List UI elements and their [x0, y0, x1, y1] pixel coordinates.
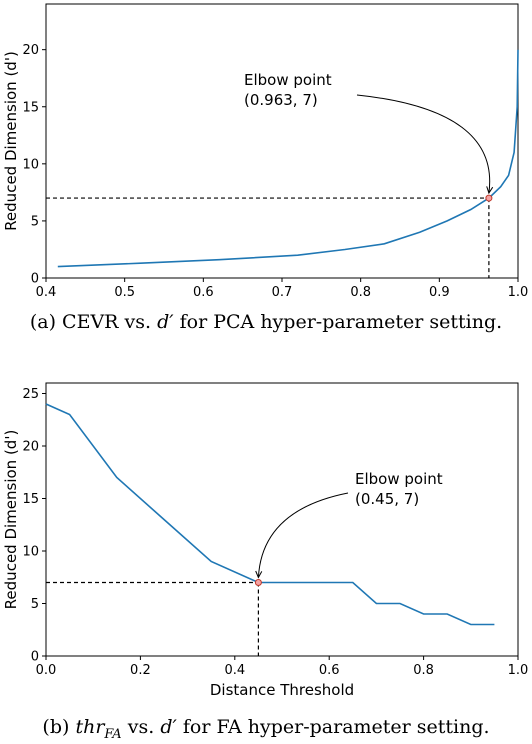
- chart-b-annotation-line2: (0.45, 7): [355, 490, 419, 508]
- chart-a-y-tick-label: 5: [31, 214, 39, 229]
- caption-a-symbol: d′: [157, 311, 174, 333]
- chart-a-y-tick-label: 10: [22, 157, 39, 172]
- caption-a-prefix: (a) CEVR vs.: [29, 311, 152, 333]
- chart-b-annotation-arrow: [257, 492, 349, 578]
- chart-b-x-tick-label: 1.0: [508, 663, 529, 678]
- caption-b-suffix: for FA hyper-parameter setting.: [182, 716, 490, 738]
- chart-a-y-tick-label: 15: [22, 100, 39, 115]
- chart-b-x-tick-label: 0.2: [130, 663, 151, 678]
- chart-b-annotation-arrowhead: [255, 570, 263, 579]
- chart-b-y-tick-label: 5: [31, 597, 39, 612]
- chart-a-plot-frame: [45, 3, 519, 279]
- chart-b-y-tick-label: 0: [31, 650, 39, 665]
- chart-a-elbow-marker: [485, 194, 493, 202]
- caption-b-mid: vs.: [127, 716, 155, 738]
- chart-a-x-tick-label: 0.8: [350, 285, 371, 300]
- chart-a-x-tick-label: 0.6: [193, 285, 214, 300]
- chart-a-x-tick-label: 0.9: [429, 285, 450, 300]
- chart-a-x-tick-label: 0.4: [36, 285, 57, 300]
- chart-b-plot-frame: [45, 382, 519, 657]
- chart-a-x-tick-label: 0.5: [114, 285, 135, 300]
- chart-b: 0.0 0.2 0.4 0.6 0.8 1.0 0 5 10 15 20 25 Distance Thr…: [2, 382, 529, 699]
- caption-b: (b) thrFA vs. d′ for FA hyper-parameter …: [0, 716, 532, 742]
- chart-a-x-tick-label: 0.7: [272, 285, 293, 300]
- chart-a-x-tick-label: 1.0: [508, 285, 529, 300]
- chart-b-y-tick-label: 10: [22, 545, 39, 560]
- chart-b-x-tick-label: 0.8: [413, 663, 434, 678]
- chart-a-y-axis-label: Reduced Dimension (d'): [2, 51, 20, 231]
- chart-b-elbow-marker: [254, 579, 262, 586]
- chart-b-x-axis-label: Distance Threshold: [210, 681, 354, 699]
- chart-a-series-line: [57, 49, 519, 268]
- caption-b-symbol: thrFA: [75, 716, 122, 742]
- chart-a: 0.4 0.5 0.6 0.7 0.8 0.9 1.0 0 5 10 15 20 Cumulative …: [2, 3, 529, 305]
- chart-a-annotation-line1: Elbow point: [244, 71, 332, 89]
- chart-b-y-tick-label: 20: [22, 440, 39, 455]
- chart-b-y-axis-label: Reduced Dimension (d'): [2, 430, 20, 610]
- chart-b-y-tick-label: 15: [22, 492, 39, 507]
- chart-a-y-tick-label: 20: [22, 43, 39, 58]
- chart-a-x-axis-label: Cumulative Explained Variance Ratio: [144, 303, 421, 305]
- chart-a-annotation-line2: (0.963, 7): [244, 91, 318, 109]
- chart-b-series-line: [45, 403, 495, 626]
- chart-a-annotation-arrowhead: [486, 186, 494, 195]
- chart-b-y-tick-label: 25: [22, 387, 39, 402]
- chart-a-y-tick-label: 0: [31, 272, 39, 287]
- caption-b-symbol2: d′: [160, 716, 177, 738]
- caption-a: (a) CEVR vs. d′ for PCA hyper-parameter …: [0, 311, 532, 333]
- chart-b-x-tick-label: 0.4: [224, 663, 245, 678]
- chart-a-annotation-arrow: [356, 94, 491, 194]
- caption-a-suffix: for PCA hyper-parameter setting.: [179, 311, 503, 333]
- chart-b-x-tick-label: 0.0: [36, 663, 57, 678]
- chart-b-annotation-line1: Elbow point: [355, 470, 443, 488]
- caption-b-prefix: (b): [42, 716, 70, 738]
- chart-b-x-tick-label: 0.6: [319, 663, 340, 678]
